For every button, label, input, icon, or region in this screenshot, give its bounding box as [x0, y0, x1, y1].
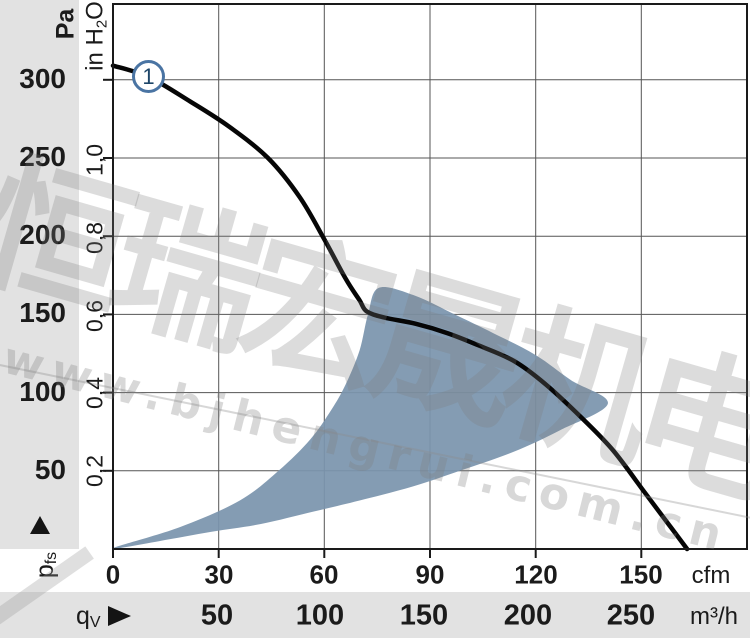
curve-number-marker: 1	[132, 60, 165, 93]
fan-curve	[110, 63, 690, 552]
operating-region	[112, 286, 608, 549]
pressure-axis-band	[0, 0, 79, 549]
curve-number-label: 1	[142, 63, 155, 89]
